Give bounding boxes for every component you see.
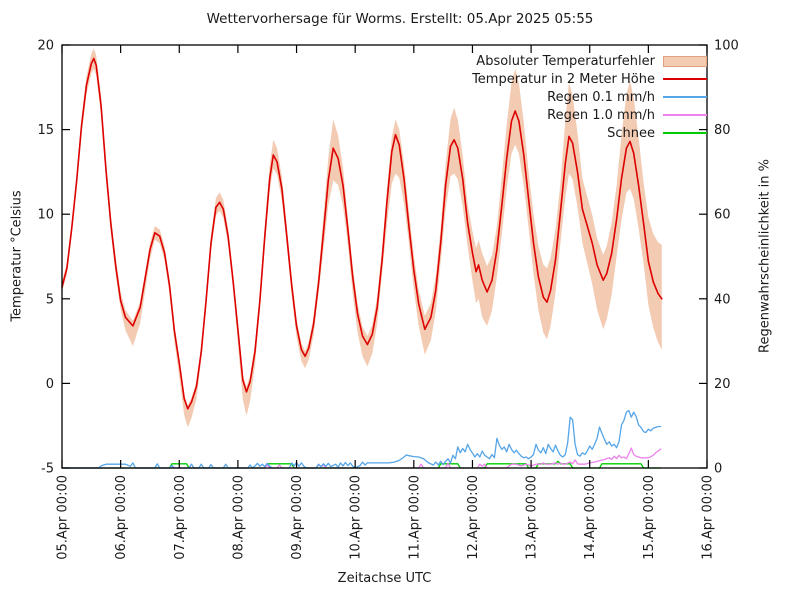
- y-right-tick-label: 60: [714, 208, 731, 223]
- legend-entry: Regen 1.0 mm/h: [472, 106, 707, 124]
- y-axis-label-rain-probability: Regenwahrscheinlichkeit in %: [757, 159, 773, 353]
- y-left-tick-label: 15: [37, 123, 54, 138]
- x-tick-label: 10.Apr 00:00: [349, 475, 364, 560]
- x-tick-label: 15.Apr 00:00: [642, 475, 657, 560]
- legend-entry: Regen 0.1 mm/h: [472, 88, 707, 106]
- x-tick-label: 13.Apr 00:00: [525, 475, 540, 560]
- legend-line-sample: [663, 132, 707, 134]
- y-axis-label-temperature: Temperatur °Celsius: [9, 190, 25, 322]
- x-tick-label: 06.Apr 00:00: [114, 475, 129, 560]
- x-tick-label: 16.Apr 00:00: [701, 475, 716, 560]
- x-tick-label: 09.Apr 00:00: [290, 475, 305, 560]
- x-tick-label: 12.Apr 00:00: [466, 475, 481, 560]
- series-temperatur-2m-line: [61, 57, 663, 410]
- y-right-tick-label: 0: [714, 462, 722, 477]
- x-tick-label: 14.Apr 00:00: [583, 475, 598, 560]
- axes: [61, 44, 708, 469]
- x-tick-label: 05.Apr 00:00: [56, 475, 71, 560]
- y-left-tick-label: 10: [37, 208, 54, 223]
- chart-title: Wettervorhersage für Worms. Erstellt: 05…: [206, 11, 594, 27]
- x-tick-label: 07.Apr 00:00: [173, 475, 188, 560]
- y-left-tick-label: 20: [37, 39, 54, 54]
- plot-frame: [61, 44, 708, 469]
- x-axis-label: Zeitachse UTC: [337, 571, 432, 586]
- y-right-tick-label: 80: [714, 123, 731, 138]
- y-left-tick-label: 5: [46, 292, 54, 307]
- y-right-tick-label: 100: [714, 39, 739, 54]
- series-regen-0-1-line: [61, 409, 662, 469]
- legend: Absoluter Temperaturfehler Temperatur in …: [472, 52, 707, 142]
- legend-entry-label: Regen 1.0 mm/h: [547, 107, 655, 123]
- legend-entry-label: Temperatur in 2 Meter Höhe: [472, 71, 655, 87]
- x-tick-label: 08.Apr 00:00: [231, 475, 246, 560]
- legend-entry: Temperatur in 2 Meter Höhe: [472, 70, 707, 88]
- legend-entry: Absoluter Temperaturfehler: [472, 52, 707, 70]
- y-left-tick-label: 0: [46, 377, 54, 392]
- legend-line-sample: [663, 78, 707, 80]
- y-right-tick-label: 40: [714, 292, 731, 307]
- legend-line-sample: [663, 96, 707, 98]
- x-tick-label: 11.Apr 00:00: [407, 475, 422, 560]
- legend-entry: Schnee: [472, 124, 707, 142]
- tick-labels: -5 0 5 10 15 20 0 20 40 60 80 100 05.Apr 00:00 06.Apr…: [37, 39, 738, 560]
- legend-line-sample: [663, 114, 707, 116]
- series-temperature-error-band: [62, 48, 662, 428]
- y-left-tick-label: -5: [41, 462, 54, 477]
- legend-entry-label: Regen 0.1 mm/h: [547, 89, 655, 105]
- legend-band-swatch: [663, 55, 707, 67]
- legend-entry-label: Schnee: [607, 125, 655, 141]
- y-right-tick-label: 20: [714, 377, 731, 392]
- legend-entry-label: Absoluter Temperaturfehler: [476, 53, 655, 69]
